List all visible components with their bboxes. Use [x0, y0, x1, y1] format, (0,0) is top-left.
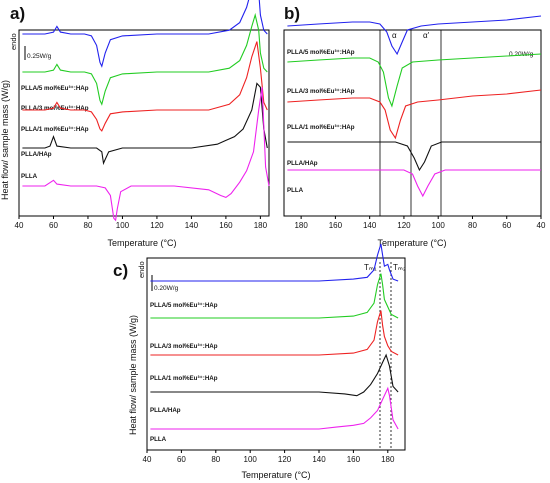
panel-c-curves — [150, 243, 399, 430]
panel-a-frame — [18, 29, 270, 217]
series-line-2 — [22, 12, 268, 106]
series-line-2 — [287, 53, 542, 108]
series-label: PLLA/5 mol%Eu³⁺:HAp — [21, 85, 89, 92]
x-tick-label: 40 — [143, 455, 152, 464]
series-label: PLLA/3 mol%Eu³⁺:HAp — [21, 105, 89, 112]
series-label: PLLA/3 mol%Eu³⁺:HAp — [287, 88, 355, 95]
panel-c-endo-label: endo — [137, 261, 146, 278]
x-tick-label: 40 — [537, 221, 546, 230]
series-label: PLLA/1 mol%Eu³⁺:HAp — [21, 126, 89, 133]
x-tick-label: 60 — [49, 221, 58, 230]
panel-b-alpha-label: α — [392, 31, 397, 40]
series-label: PLLA — [21, 173, 38, 180]
x-tick-label: 140 — [312, 455, 326, 464]
panel-a: a) endo 0.25W/g Heat flow/ sample mass (… — [0, 0, 270, 248]
x-tick-label: 40 — [15, 221, 24, 230]
panel-b-xlabel: Temperature (°C) — [377, 238, 446, 248]
series-line-1 — [287, 15, 542, 56]
panel-c-ylabel: Heat flow/ sample mass (W/g) — [128, 315, 138, 435]
panel-b-curves — [287, 15, 542, 198]
panel-c-xticks: 40 60 80 100 120 140 160 180 — [143, 450, 395, 464]
x-tick-label: 160 — [219, 221, 233, 230]
panel-a-xticks: 40 60 80 100 120 140 160 180 — [15, 216, 268, 230]
series-line-4 — [150, 353, 399, 397]
series-line-5 — [287, 169, 541, 198]
series-label: PLLA/5 mol%Eu³⁺:HAp — [150, 302, 218, 309]
x-tick-label: 100 — [244, 455, 258, 464]
panel-b-alpha-prime-label: α' — [423, 31, 430, 40]
x-tick-label: 120 — [397, 221, 411, 230]
x-tick-label: 140 — [185, 221, 199, 230]
panel-a-endo-label: endo — [9, 33, 18, 50]
series-label: PLLA — [287, 187, 304, 194]
series-line-3 — [22, 41, 268, 132]
x-tick-label: 60 — [177, 455, 186, 464]
series-label: PLLA/1 mol%Eu³⁺:HAp — [150, 375, 218, 382]
panel-c-tm1-label: Tₘ₁ — [364, 263, 377, 272]
x-tick-label: 80 — [468, 221, 477, 230]
series-line-3 — [287, 89, 542, 140]
panel-b: b) 0.20W/g Temperature (°C) PLLA/5 mol%E… — [283, 4, 546, 248]
panel-b-frame — [283, 29, 542, 217]
panel-c-frame — [146, 257, 406, 451]
series-label: PLLA/3 mol%Eu³⁺:HAp — [150, 343, 218, 350]
series-line-5 — [150, 386, 399, 430]
panel-b-label: b) — [284, 4, 300, 23]
x-tick-label: 100 — [116, 221, 130, 230]
x-tick-label: 180 — [381, 455, 395, 464]
x-tick-label: 180 — [254, 221, 268, 230]
series-label: PLLA/1 mol%Eu³⁺:HAp — [287, 124, 355, 131]
series-line-2 — [150, 273, 399, 319]
x-tick-label: 140 — [363, 221, 377, 230]
panel-a-xlabel: Temperature (°C) — [107, 238, 176, 248]
series-line-4 — [287, 141, 541, 172]
series-line-5 — [22, 87, 270, 222]
panel-c-xlabel: Temperature (°C) — [241, 470, 310, 480]
panel-c: c) endo 0.20W/g Heat flow/ sample mass (… — [113, 243, 406, 480]
series-label: PLLA/5 mol%Eu³⁺:HAp — [287, 49, 355, 56]
x-tick-label: 80 — [84, 221, 93, 230]
x-tick-label: 160 — [347, 455, 361, 464]
panel-b-series-labels: PLLA/5 mol%Eu³⁺:HAp PLLA/3 mol%Eu³⁺:HAp … — [287, 49, 355, 194]
series-line-1 — [150, 243, 399, 282]
series-label: PLLA/HAp — [150, 407, 181, 414]
panel-a-ylabel: Heat flow/ sample mass (W/g) — [0, 80, 10, 200]
series-label: PLLA — [150, 436, 167, 443]
panel-b-scale-label: 0.20W/g — [509, 51, 534, 58]
x-tick-label: 60 — [502, 221, 511, 230]
x-tick-label: 120 — [278, 455, 292, 464]
panel-a-scale-label: 0.25W/g — [27, 53, 52, 60]
panel-c-label: c) — [113, 261, 128, 280]
x-tick-label: 80 — [211, 455, 220, 464]
panel-a-curves — [22, 0, 270, 222]
series-label: PLLA/HAp — [287, 160, 318, 167]
panel-b-xticks: 180 160 140 120 100 80 60 40 — [294, 216, 546, 230]
panel-a-series-labels: PLLA/5 mol%Eu³⁺:HAp PLLA/3 mol%Eu³⁺:HAp … — [21, 85, 89, 180]
x-tick-label: 100 — [432, 221, 446, 230]
series-line-4 — [22, 82, 268, 166]
series-line-3 — [150, 310, 399, 356]
panel-c-tm2-label: Tₘ₂ — [393, 263, 406, 272]
series-line-1 — [22, 0, 268, 68]
panel-c-scale-label: 0.20W/g — [154, 285, 179, 292]
series-label: PLLA/HAp — [21, 151, 52, 158]
panel-c-series-labels: PLLA/5 mol%Eu³⁺:HAp PLLA/3 mol%Eu³⁺:HAp … — [150, 302, 218, 443]
x-tick-label: 120 — [150, 221, 164, 230]
x-tick-label: 180 — [294, 221, 308, 230]
x-tick-label: 160 — [329, 221, 343, 230]
panel-a-label: a) — [10, 4, 25, 23]
